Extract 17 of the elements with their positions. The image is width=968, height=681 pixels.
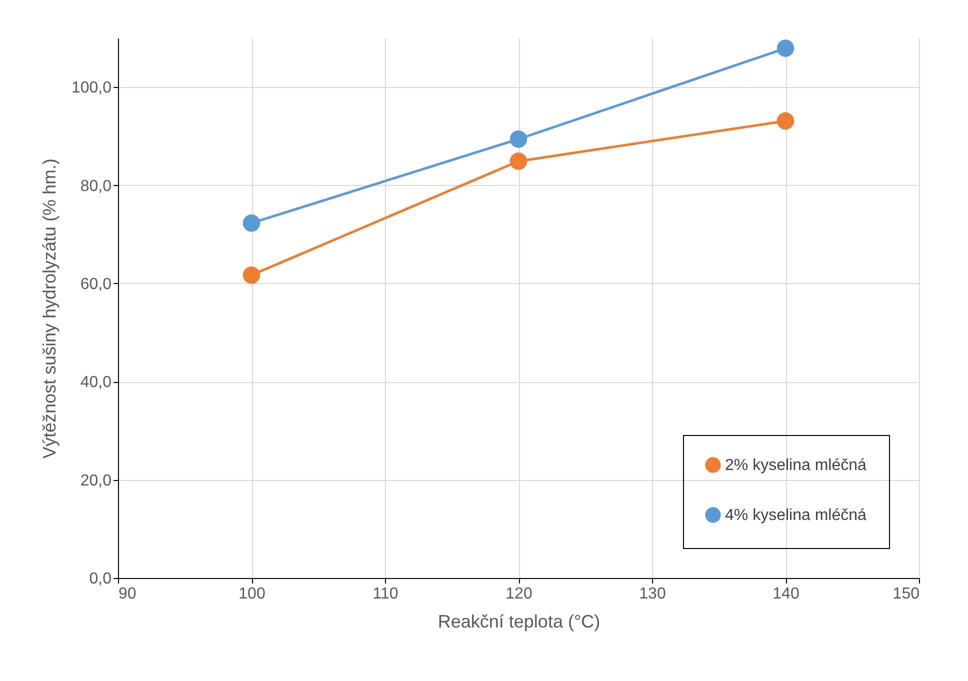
- x-tick-label: 130: [639, 586, 666, 602]
- y-tick-label: 100,0: [71, 80, 112, 97]
- y-tick-label: 0,0: [89, 570, 112, 588]
- x-tick-label: 140: [772, 586, 800, 602]
- x-tick-label: 100: [238, 586, 266, 602]
- x-axis-title: Reakční teplota (°C): [438, 612, 600, 632]
- legend-label: 2% kyselina mléčná: [725, 457, 866, 474]
- y-tick-label: 80,0: [80, 178, 112, 195]
- legend-label: 4% kyselina mléčná: [725, 507, 866, 524]
- x-tick-label: 90: [118, 586, 136, 602]
- y-tick-label: 40,0: [80, 374, 112, 392]
- y-axis-title: Výtěžnost sušiny hydrolyzátu (% hm.): [39, 158, 60, 459]
- x-tick-label: 120: [506, 586, 532, 602]
- x-tick-label: 150: [892, 586, 920, 602]
- x-tick-label: 110: [372, 586, 398, 602]
- y-tick-label: 60,0: [80, 276, 112, 293]
- y-tick-label: 20,0: [80, 472, 112, 490]
